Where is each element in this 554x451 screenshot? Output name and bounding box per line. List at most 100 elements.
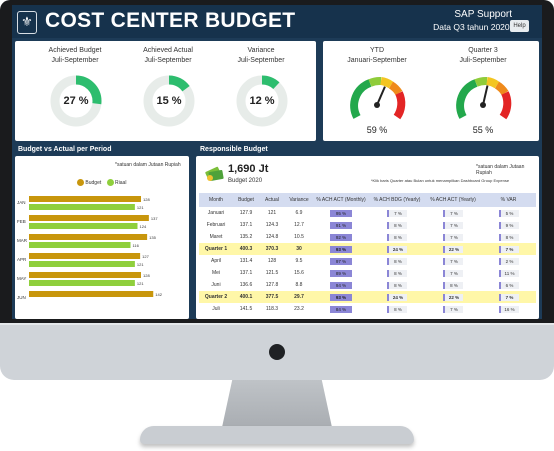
cell-actual: 121 xyxy=(267,210,277,216)
cell-budget: 137.1 xyxy=(239,222,253,228)
month-tick-label: MAR xyxy=(17,238,28,243)
right-panel-title: Responsible Budget xyxy=(200,146,268,153)
budget-bar[interactable] xyxy=(29,215,149,221)
gauge-ytd[interactable]: YTD Januari-September 59 % xyxy=(331,45,423,139)
gauge-title: Quarter 3 xyxy=(468,47,498,54)
cell-ach-act-monthly: 93 % xyxy=(313,243,369,255)
kpi-variance[interactable]: Variance Juli-September 12 % xyxy=(221,45,301,139)
kpi-achieved-actual[interactable]: Achieved Actual Juli-September 15 % xyxy=(128,45,208,139)
budget-bar[interactable] xyxy=(29,272,141,278)
month-tick-label: MAY xyxy=(17,276,26,281)
cell-variance: 30 xyxy=(285,243,313,255)
right-panel-note: *satuan dalam Jutaan Rupiah xyxy=(476,164,525,176)
cell-ach-act-yearly: 8 % xyxy=(425,279,481,291)
budget-bar[interactable] xyxy=(29,234,148,240)
actual-bar[interactable] xyxy=(29,204,135,210)
cell-ach-bdg-yearly: 8 % xyxy=(369,303,425,315)
bar-value-label: 137 xyxy=(151,216,158,221)
table-row[interactable]: Maret 135.2 124.8 10.5 92 % 8 % 7 % 8 % xyxy=(199,231,536,243)
kpi-achieved-budget[interactable]: Achieved Budget Juli-September 27 % xyxy=(35,45,115,139)
col-header-ach-act-monthly[interactable]: % ACH ACT (Monthly) xyxy=(313,193,369,207)
var-bar: 16 % xyxy=(498,305,519,313)
var-bar: 5 % xyxy=(498,209,519,217)
col-header-variance[interactable]: Variance xyxy=(285,193,313,207)
table-row[interactable]: Juni 136.6 127.8 8.8 94 % 8 % 8 % 6 % xyxy=(199,279,536,291)
gauge-value: 55 % xyxy=(472,125,494,135)
cell-actual: 124.3 xyxy=(265,222,279,228)
cell-var: 16 % xyxy=(481,303,536,315)
month-tick-label: JAN xyxy=(17,200,26,205)
budget-bar[interactable] xyxy=(29,291,154,297)
var-bar: 9 % xyxy=(498,221,519,229)
table-row[interactable]: Mei 137.1 121.5 15.6 89 % 8 % 7 % 11 % xyxy=(199,267,536,279)
var-bar: 2 % xyxy=(498,257,519,265)
col-header-month[interactable]: Month xyxy=(199,193,233,207)
actual-bar[interactable] xyxy=(29,223,138,229)
col-header-ach-act-yearly[interactable]: % ACH ACT (Yearly) xyxy=(425,193,481,207)
gauge-chart xyxy=(350,76,406,120)
sap-support-label: SAP Support xyxy=(454,9,512,20)
help-button[interactable]: Help xyxy=(510,20,529,32)
col-header-ach-bdg-yearly[interactable]: % ACH BDG (Yearly) xyxy=(369,193,425,207)
cell-actual: 127.8 xyxy=(265,282,279,288)
ach-bdg-yearly-bar: 8 % xyxy=(387,233,407,241)
actual-bar[interactable] xyxy=(29,242,131,248)
ach-bdg-yearly-bar: 24 % xyxy=(387,293,407,301)
cell-variance: 29.7 xyxy=(285,291,313,303)
kpi-period: Juli-September xyxy=(144,57,192,64)
gauge-needle xyxy=(376,86,386,106)
ach-act-yearly-bar: 22 % xyxy=(443,293,463,301)
ach-monthly-bar: 95 % xyxy=(330,209,352,217)
gauge-card: YTD Januari-September 59 % Quarter 3 Jul… xyxy=(323,41,539,141)
ach-monthly-bar: 84 % xyxy=(330,305,352,313)
actual-bar[interactable] xyxy=(29,261,135,267)
budget-bar[interactable] xyxy=(29,253,141,259)
cell-ach-act-yearly: 7 % xyxy=(425,303,481,315)
table-row[interactable]: Januari 127.9 121 6.9 95 % 7 % 7 % 5 % xyxy=(199,207,536,219)
quarter-row[interactable]: Quarter 1 400.3 370.3 30 93 % 24 % 22 % 7 % xyxy=(199,243,536,255)
bar-value-label: 121 xyxy=(137,281,144,286)
legend-budget-swatch xyxy=(77,179,84,186)
cell-variance: 23.2 xyxy=(294,306,304,312)
gauge-period: Januari-September xyxy=(347,57,407,64)
monitor-stand-neck xyxy=(221,380,333,432)
cell-month: Juni xyxy=(211,282,221,288)
total-budget-label: Budget 2020 xyxy=(228,178,263,184)
cell-ach-act-monthly: 93 % xyxy=(313,291,369,303)
table-row[interactable]: Februari 137.1 124.3 12.7 91 % 8 % 7 % 9 % xyxy=(199,219,536,231)
ach-monthly-bar: 94 % xyxy=(330,281,352,289)
ach-bdg-yearly-bar: 8 % xyxy=(387,281,407,289)
cell-variance: 8.8 xyxy=(295,282,303,288)
budget-bar[interactable] xyxy=(29,196,141,202)
cell-ach-bdg-yearly: 8 % xyxy=(369,267,425,279)
cell-ach-bdg-yearly: 24 % xyxy=(369,243,425,255)
cell-actual: 121.5 xyxy=(265,270,279,276)
col-header-actual[interactable]: Actual xyxy=(259,193,285,207)
table-row[interactable]: Juli 141.5 118.3 23.2 84 % 8 % 7 % 16 % xyxy=(199,303,536,315)
cell-ach-act-yearly: 7 % xyxy=(425,231,481,243)
cell-var: 2 % xyxy=(481,255,536,267)
bar-value-label: 121 xyxy=(137,205,144,210)
cell-variance: 6.9 xyxy=(295,210,303,216)
gauge-title: YTD xyxy=(370,47,384,54)
cell-month: April xyxy=(210,258,221,264)
power-button-icon[interactable] xyxy=(269,344,285,360)
col-header-var[interactable]: % VAR xyxy=(481,193,536,207)
month-tick-label: APR xyxy=(17,257,27,262)
var-bar: 7 % xyxy=(498,293,519,301)
cell-variance: 15.6 xyxy=(294,270,304,276)
table-row[interactable]: April 131.4 128 9.5 97 % 8 % 7 % 2 % xyxy=(199,255,536,267)
header-bar: ⚜ COST CENTER BUDGET SAP Support Data Q3… xyxy=(12,5,542,38)
col-header-budget[interactable]: Budget xyxy=(233,193,259,207)
cell-budget: 136.6 xyxy=(239,282,253,288)
total-budget-value: 1,690 Jt xyxy=(228,163,269,175)
ach-bdg-yearly-bar: 7 % xyxy=(387,209,407,217)
cell-month: Quarter 2 xyxy=(199,291,233,303)
cell-budget: 135.2 xyxy=(239,234,253,240)
actual-bar[interactable] xyxy=(29,280,135,286)
gauge-quarter-3[interactable]: Quarter 3 Juli-September 55 % xyxy=(437,45,529,139)
dashboard-screen: ⚜ COST CENTER BUDGET SAP Support Data Q3… xyxy=(12,5,542,319)
quarter-row[interactable]: Quarter 2 400.1 377.5 29.7 93 % 24 % 22 % 7 % xyxy=(199,291,536,303)
cell-ach-act-yearly: 7 % xyxy=(425,207,481,219)
cell-actual: 118.3 xyxy=(265,306,279,312)
